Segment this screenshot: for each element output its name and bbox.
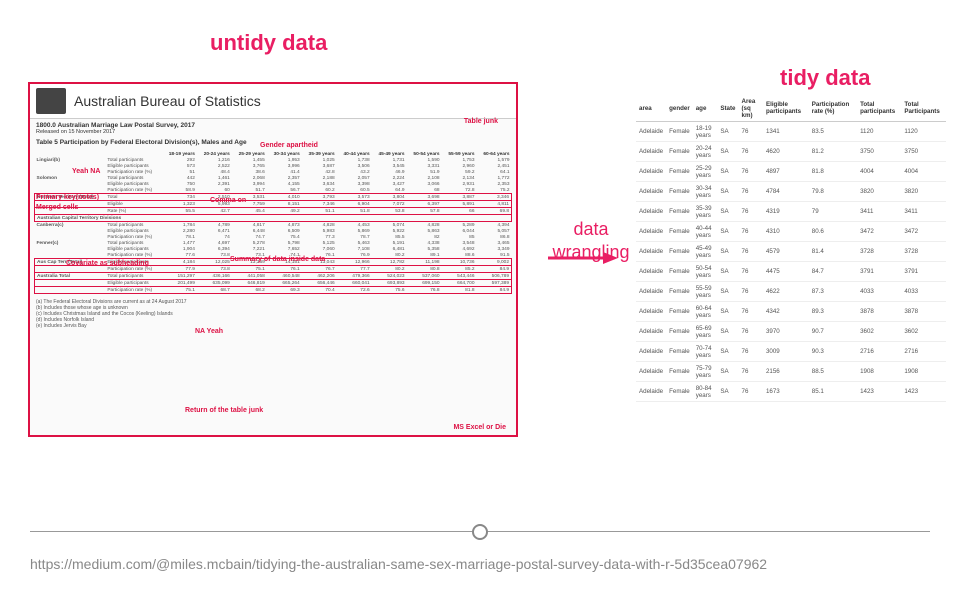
tidy-col: Eligible participants (763, 95, 809, 122)
annot-pk: Primary key(notes) (36, 194, 99, 201)
annot-summary: Summary of data inside data (230, 256, 325, 263)
tidy-row: AdelaideFemale50-54 yearsSA76447584.7379… (636, 262, 946, 282)
tidy-row: AdelaideFemale25-29 yearsSA76489781.8400… (636, 162, 946, 182)
untidy-heading: untidy data (210, 30, 327, 56)
tidy-row: AdelaideFemale65-69 yearsSA76397090.7360… (636, 322, 946, 342)
release-date: Released on 15 November 2017 (36, 129, 510, 135)
tidy-row: AdelaideFemale70-74 yearsSA76300990.3271… (636, 342, 946, 362)
untidy-row: Eligible1,3235,9937,7598,1517,3466,9047,… (35, 201, 512, 208)
annot-covariate: Covariate as subheading (66, 260, 149, 267)
abs-title: Australian Bureau of Statistics (74, 93, 261, 109)
tidy-col: State (717, 95, 738, 122)
abs-logo (36, 88, 66, 114)
tidy-row: AdelaideFemale20-24 yearsSA76462081.2375… (636, 142, 946, 162)
tidy-col: age (693, 95, 718, 122)
tidy-row: AdelaideFemale40-44 yearsSA76431080.6347… (636, 222, 946, 242)
arrow-icon (548, 248, 618, 268)
annot-excel: MS Excel or Die (453, 424, 506, 431)
tidy-row: AdelaideFemale35-39 yearsSA7643197934113… (636, 202, 946, 222)
annot-yeah-na: Yeah NA (72, 168, 100, 175)
tidy-col: gender (666, 95, 693, 122)
untidy-row: Participation rate (%)75.168.768.269.370… (35, 287, 512, 294)
tidy-col: Total Participants (901, 95, 946, 122)
tidy-row: AdelaideFemale18-19 yearsSA76134183.5112… (636, 122, 946, 142)
untidy-row: Rate (%)55.542.745.449.251.151.853.857.8… (35, 208, 512, 215)
tidy-row: AdelaideFemale30-34 yearsSA76478479.8382… (636, 182, 946, 202)
footer-url: https://medium.com/@miles.mcbain/tidying… (30, 556, 767, 572)
tidy-row: AdelaideFemale45-49 yearsSA76457981.4372… (636, 242, 946, 262)
tidy-col: Area (sq km) (739, 95, 763, 122)
annot-table-junk: Table junk (464, 118, 498, 125)
tidy-row: AdelaideFemale60-64 yearsSA76434289.3387… (636, 302, 946, 322)
tidy-panel: areagenderageStateArea (sq km)Eligible p… (636, 95, 946, 402)
tidy-col: Total participants (857, 95, 901, 122)
untidy-panel: Australian Bureau of Statistics 1800.0 A… (28, 82, 518, 437)
untidy-table: 18-19 years20-24 years25-29 years30-34 y… (30, 149, 516, 296)
untidy-header: Australian Bureau of Statistics (30, 84, 516, 119)
tidy-row: AdelaideFemale55-59 yearsSA76462287.3403… (636, 282, 946, 302)
tidy-table: areagenderageStateArea (sq km)Eligible p… (636, 95, 946, 402)
annot-return: Return of the table junk (185, 407, 263, 414)
annot-comma: Comma on (210, 197, 246, 204)
tidy-col: Participation rate (%) (809, 95, 857, 122)
untidy-row: Australia TotalTotal participants151,297… (35, 273, 512, 280)
annot-na-yeah: NA Yeah (195, 328, 223, 335)
footnotes: (a) The Federal Electoral Divisions are … (30, 296, 516, 332)
tidy-col: area (636, 95, 666, 122)
annot-merged: Merged cells (36, 204, 78, 211)
tidy-heading: tidy data (780, 65, 870, 91)
doc-title: 1800.0 Australian Marriage Law Postal Su… (36, 122, 510, 129)
footnote: (e) Includes Jervis Bay (36, 323, 510, 329)
footer-circle (472, 524, 488, 540)
tidy-row: AdelaideFemale75-79 yearsSA76215688.5190… (636, 362, 946, 382)
annot-gender: Gender apartheid (260, 142, 318, 149)
tidy-row: AdelaideFemale80-84 yearsSA76167385.1142… (636, 382, 946, 402)
untidy-row: Northern Territory (Total)Total7342,5103… (35, 194, 512, 201)
untidy-row: Eligible participants201,499635,099646,8… (35, 280, 512, 287)
